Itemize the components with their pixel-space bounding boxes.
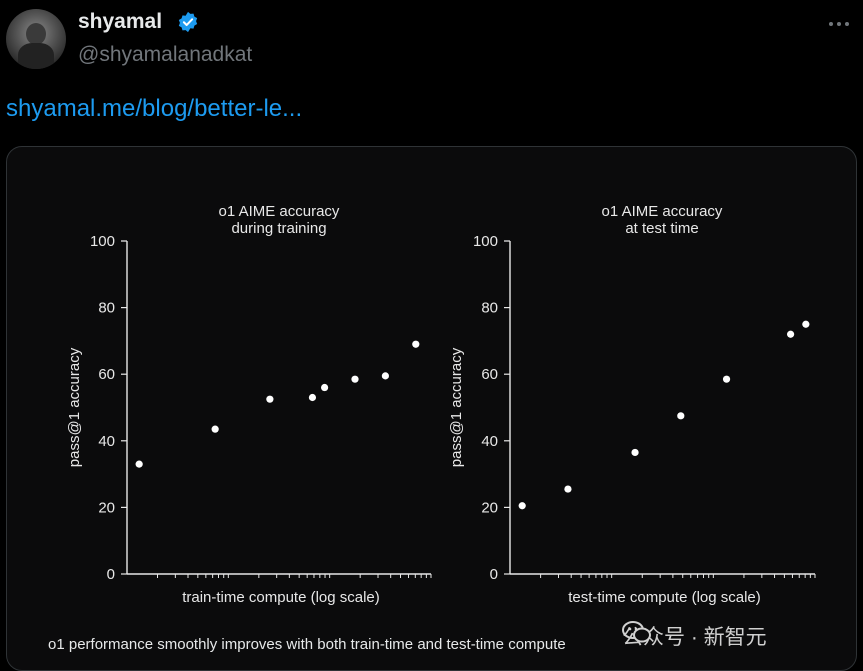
- figure-caption: o1 performance smoothly improves with bo…: [48, 636, 566, 653]
- chart-0-ytick-label-20: 20: [98, 499, 115, 516]
- chart-0-point-0: [135, 460, 143, 468]
- chart-0-ytick-label-0: 0: [107, 566, 115, 583]
- chart-1-ylabel: pass@1 accuracy: [448, 347, 465, 467]
- author-handle[interactable]: @shyamalanadkat: [78, 43, 253, 66]
- chart-1-point-3: [677, 412, 685, 420]
- avatar-head-shape: [26, 23, 46, 45]
- chart-0-ytick-label-100: 100: [90, 233, 115, 250]
- chart-0-point-5: [351, 375, 359, 383]
- chart-1-point-5: [787, 330, 795, 338]
- watermark-text: 公众号 · 新智元: [622, 626, 767, 649]
- chart-1-point-1: [564, 485, 572, 493]
- chart-0-point-2: [266, 395, 274, 403]
- wechat-icon: [622, 621, 651, 643]
- chart-1-point-6: [802, 320, 810, 328]
- avatar-body-shape: [18, 43, 54, 69]
- chart-1-point-4: [722, 375, 731, 383]
- chart-0-ytick-label-40: 40: [98, 433, 115, 450]
- chart-0-point-7: [412, 340, 420, 348]
- chart-1-point-0: [518, 502, 526, 510]
- blog-link[interactable]: shyamal.me/blog/better-le...: [6, 95, 303, 122]
- more-horizontal-icon[interactable]: [826, 14, 854, 34]
- chart-1-title-line-0: o1 AIME accuracy: [602, 203, 723, 220]
- verified-badge-icon: [178, 11, 198, 33]
- chart-0-title-line-1: during training: [231, 220, 326, 237]
- chart-0-ylabel: pass@1 accuracy: [66, 347, 83, 467]
- media-card[interactable]: o1 AIME accuracy during training 0 20 40 60 80…: [6, 146, 857, 671]
- author-name[interactable]: shyamal: [78, 10, 163, 33]
- chart-1-ytick-label-60: 60: [481, 366, 498, 383]
- chart-1-ytick-label-40: 40: [481, 433, 498, 450]
- avatar[interactable]: [6, 9, 66, 69]
- chart-0-ytick-label-60: 60: [98, 366, 115, 383]
- chart-0-ytick-label-80: 80: [98, 300, 115, 317]
- chart-1-ytick-label-100: 100: [473, 233, 498, 250]
- chart-0-title-line-0: o1 AIME accuracy: [219, 203, 340, 220]
- chart-0-point-4: [321, 383, 329, 392]
- watermark: 公众号 · 新智元: [622, 620, 767, 652]
- chart-1-ytick-label-80: 80: [481, 300, 498, 317]
- chart-0-xlabel: train-time compute (log scale): [182, 589, 380, 606]
- chart-1-point-2: [631, 448, 639, 457]
- chart-0-point-3: [308, 393, 317, 402]
- chart-1-ytick-label-0: 0: [490, 566, 498, 583]
- chart-0-point-1: [211, 425, 219, 433]
- chart-1-title-line-1: at test time: [625, 220, 698, 237]
- chart-0-point-6: [381, 372, 389, 380]
- chart-1-ytick-label-20: 20: [481, 499, 498, 516]
- chart-1-xlabel: test-time compute (log scale): [568, 589, 761, 606]
